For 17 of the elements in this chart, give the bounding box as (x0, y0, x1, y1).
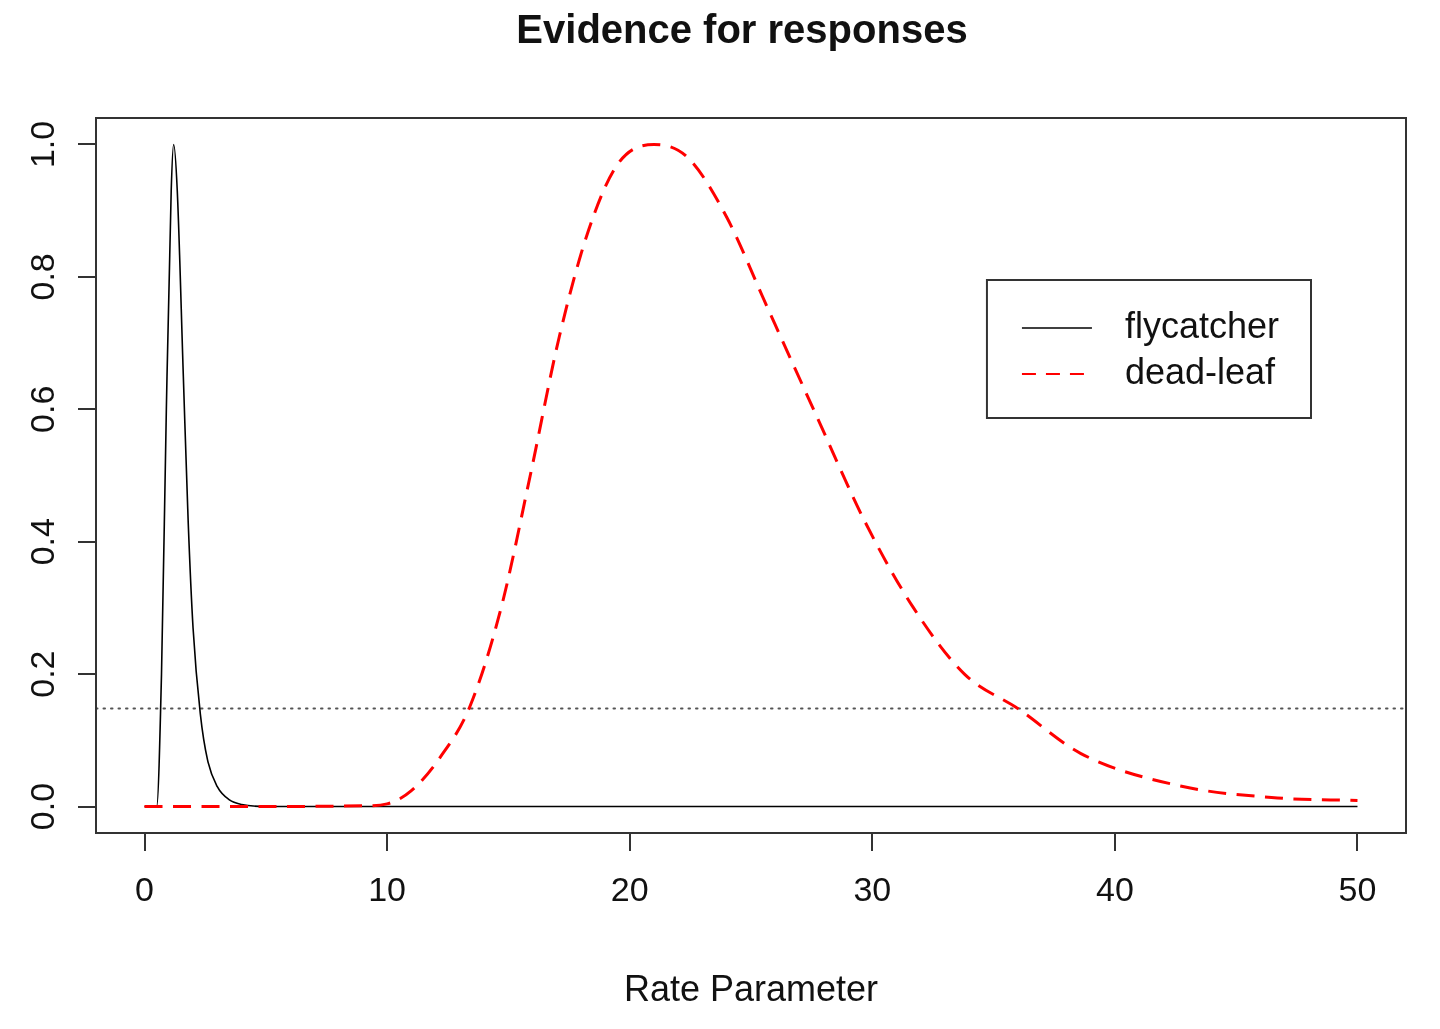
x-tick-label: 50 (1338, 869, 1377, 908)
x-tick-label: 30 (853, 869, 892, 908)
x-tick-label: 0 (135, 869, 154, 908)
y-tick-label: 0.0 (23, 782, 62, 831)
y-tick-label: 0.2 (23, 650, 62, 698)
y-tick-label: 0.6 (23, 385, 62, 433)
legend-label: flycatcher (1124, 304, 1280, 346)
y-tick-label: 0.8 (23, 253, 62, 301)
x-tick-label: 20 (610, 869, 649, 908)
x-tick-label: 10 (368, 869, 407, 908)
x-axis-title: Rate Parameter (623, 968, 879, 1010)
line-series (143, 143, 1359, 808)
y-tick-label: 1.0 (23, 120, 62, 169)
x-tick-label: 40 (1095, 869, 1134, 908)
legend-label: dead-leaf (1124, 350, 1277, 392)
chart-title: Evidence for responses (516, 7, 968, 52)
y-tick-label: 0.4 (23, 518, 62, 566)
